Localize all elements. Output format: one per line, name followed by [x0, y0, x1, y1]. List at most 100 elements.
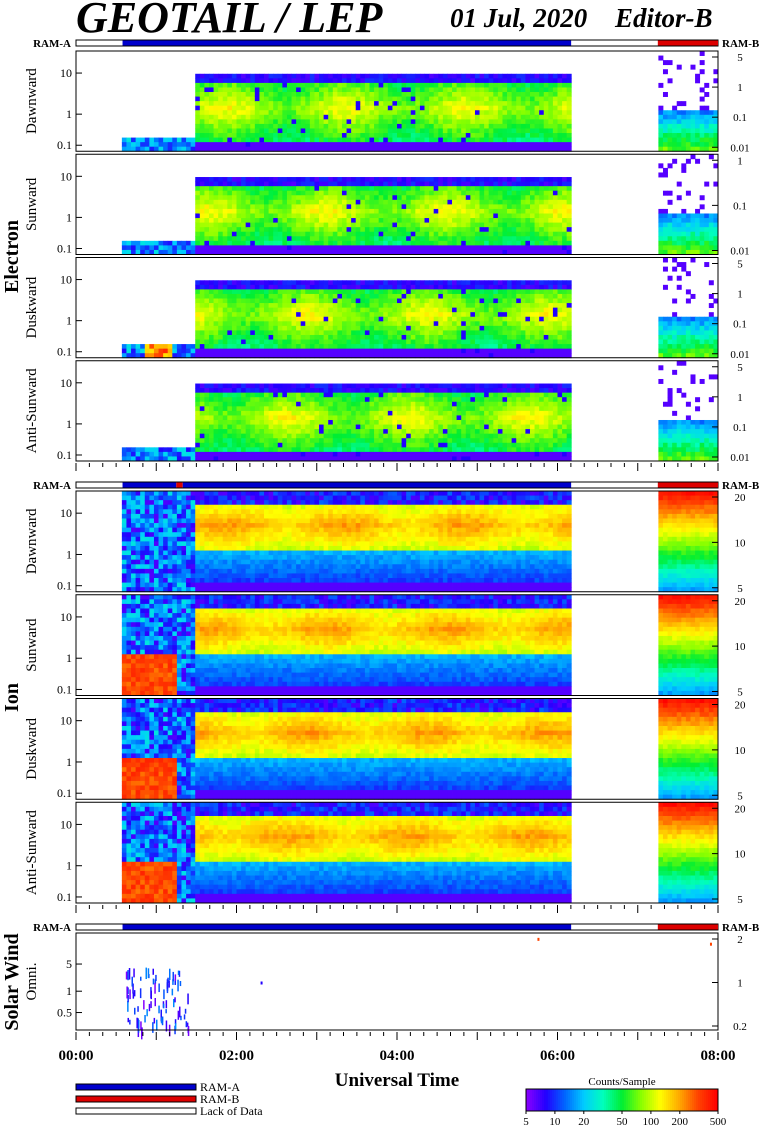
panel-sunward: Sunward 10 1 0.1 1 0.1 0.01 [24, 153, 750, 258]
date-title: 01 Jul, 2020 [450, 3, 588, 33]
left-tick-label: 0.1 [57, 448, 72, 462]
left-tick-label: 0.1 [57, 786, 72, 800]
legend-label: RAM-B [200, 1092, 239, 1106]
right-tick-label: 10 [735, 537, 747, 549]
panel-frame [75, 932, 719, 1031]
left-tick-label: 1 [66, 755, 72, 769]
page-title: GEOTAIL / LEP [76, 0, 383, 42]
panel-sunward: Sunward 10 1 0.1 20 10 5 [24, 594, 747, 699]
panel-frame [75, 594, 719, 696]
x-tick-label: 00:00 [59, 1048, 94, 1064]
panel-frame [75, 801, 719, 904]
ram-segment [122, 40, 572, 46]
right-tick-label: 0.1 [733, 319, 747, 331]
x-tick-label: 08:00 [701, 1048, 736, 1064]
panel-label: Duskward [24, 276, 40, 338]
group-label: Electron [1, 220, 23, 293]
left-tick-label: 0.1 [57, 345, 72, 359]
x-tick-label: 02:00 [219, 1048, 254, 1064]
right-tick-label: 20 [735, 492, 747, 504]
ram-a-label: RAM-A [33, 922, 71, 934]
colorbar-tick-label: 5 [523, 1116, 529, 1128]
left-tick-label: 5 [66, 957, 72, 971]
right-tick-label: 1 [737, 392, 743, 404]
panel-anti-sunward: Anti-Sunward 10 1 0.1 20 10 5 [24, 801, 747, 906]
right-tick-label: 1 [737, 155, 743, 167]
right-tick-label: 5 [737, 362, 743, 374]
right-tick-label: 5 [737, 52, 743, 64]
panel-label: Sunward [24, 618, 40, 672]
right-tick-label: 5 [737, 259, 743, 271]
legend-label: Lack of Data [200, 1104, 263, 1118]
right-tick-label: 0.01 [730, 246, 749, 258]
left-tick-label: 1 [66, 547, 72, 561]
right-tick-label: 1 [737, 82, 743, 94]
panel-dawnward: Dawnward 10 1 0.1 5 1 0.1 0.01 [24, 50, 750, 154]
ram-b-label: RAM-B [722, 480, 760, 492]
group-label: Ion [1, 683, 23, 712]
left-tick-label: 10 [60, 169, 72, 183]
left-tick-label: 0.1 [57, 138, 72, 152]
left-tick-label: 0.1 [57, 890, 72, 904]
left-tick-label: 1 [66, 314, 72, 328]
left-tick-label: 0.1 [57, 682, 72, 696]
x-tick-label: 06:00 [540, 1048, 575, 1064]
ram-segment [122, 924, 572, 930]
ram-b-label: RAM-B [722, 922, 760, 934]
left-tick-label: 1 [66, 107, 72, 121]
panel-label: Anti-Sunward [24, 368, 40, 453]
group-ion: RAM-A RAM-B Ion Dawnward 10 1 0.1 20 10 5 Sunward 1… [1, 480, 760, 913]
right-tick-label: 20 [735, 803, 747, 815]
ram-a-label: RAM-A [33, 38, 71, 50]
ram-segment [176, 482, 183, 488]
right-tick-label: 1 [737, 978, 743, 990]
right-tick-label: 0.2 [733, 1021, 747, 1033]
legend-swatch [75, 1083, 197, 1091]
panel-duskward: Duskward 10 1 0.1 20 10 5 [24, 698, 746, 802]
panel-label: Duskward [24, 718, 40, 780]
ram-segment [657, 482, 718, 488]
right-tick-label: 10 [735, 849, 747, 861]
left-tick-label: 0.5 [57, 1006, 72, 1020]
left-tick-label: 10 [60, 610, 72, 624]
colorbar-tick-label: 50 [617, 1116, 629, 1128]
colorbar-tick-label: 500 [710, 1116, 727, 1128]
left-tick-label: 10 [60, 714, 72, 728]
right-tick-label: 0.1 [733, 422, 747, 434]
panel-omni-: Omni. 5 1 0.5 2 1 0.2 [24, 932, 747, 1040]
panel-dawnward: Dawnward 10 1 0.1 20 10 5 [24, 490, 747, 595]
x-axis-label: Universal Time [335, 1070, 459, 1091]
panel-frame [75, 360, 719, 462]
panel-label: Dawnward [24, 508, 40, 574]
panel-frame [75, 257, 719, 359]
left-tick-label: 1 [66, 651, 72, 665]
left-tick-label: 0.1 [57, 579, 72, 593]
left-tick-label: 0.1 [57, 241, 72, 255]
right-tick-label: 2 [737, 934, 743, 946]
right-tick-label: 10 [735, 641, 747, 653]
panel-frame [75, 50, 719, 152]
colorbar-tick-label: 20 [578, 1116, 590, 1128]
right-tick-label: 5 [737, 894, 743, 906]
right-tick-label: 0.1 [733, 112, 747, 124]
ram-segment [657, 924, 718, 930]
panel-duskward: Duskward 10 1 0.1 5 1 0.1 0.01 [24, 257, 750, 361]
left-tick-label: 10 [60, 273, 72, 287]
left-tick-label: 10 [60, 66, 72, 80]
group-electron: RAM-A RAM-B Electron Dawnward 10 1 0.1 5 1 0.1 0.0… [1, 38, 760, 471]
editor-title: Editor-B [615, 3, 713, 33]
panel-label: Anti-Sunward [24, 810, 40, 895]
right-tick-label: 20 [735, 596, 747, 608]
right-tick-label: 5 [737, 687, 743, 699]
right-tick-label: 1 [737, 289, 743, 301]
panel-frame [75, 698, 719, 800]
panel-anti-sunward: Anti-Sunward 10 1 0.1 5 1 0.1 0.01 [24, 360, 750, 464]
left-tick-label: 10 [60, 506, 72, 520]
ram-segment [182, 482, 572, 488]
x-tick-label: 04:00 [380, 1048, 415, 1064]
right-tick-label: 0.01 [730, 452, 749, 464]
right-tick-label: 0.01 [730, 142, 749, 154]
colorbar-title: Counts/Sample [588, 1076, 655, 1088]
panel-label: Sunward [24, 177, 40, 231]
